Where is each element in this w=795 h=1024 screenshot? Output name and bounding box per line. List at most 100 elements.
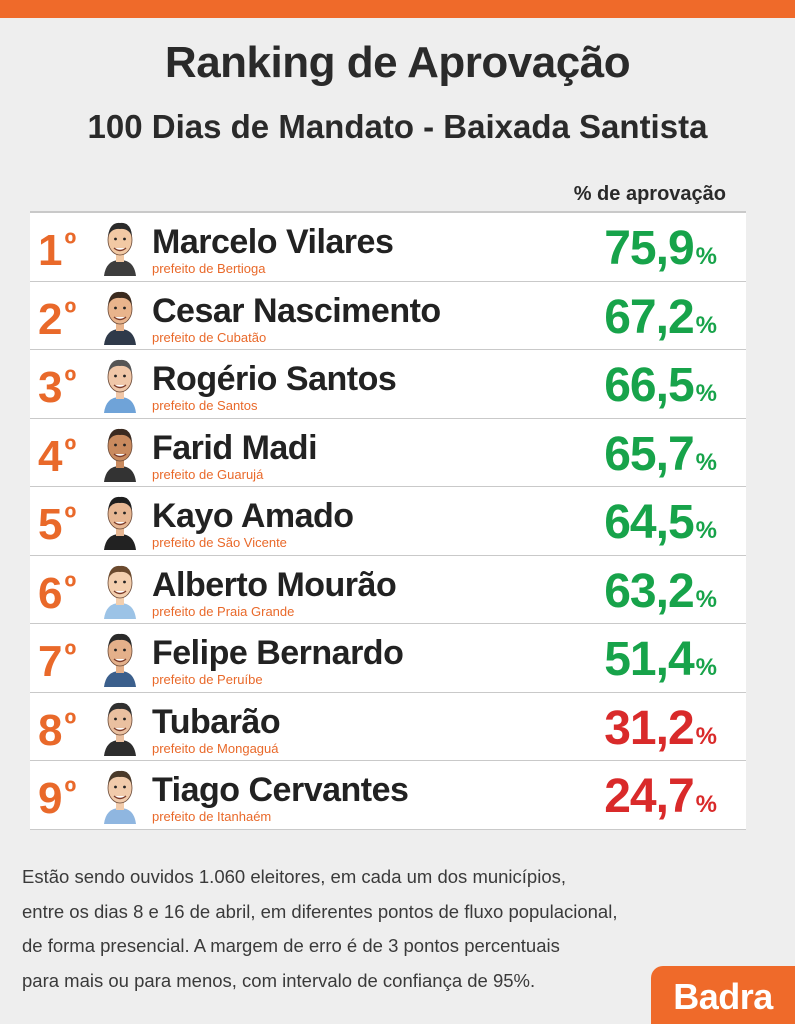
rank-position: 2º [38, 295, 98, 345]
rank-ordinal: º [64, 500, 77, 536]
rank-ordinal: º [64, 431, 77, 468]
approval-value: 51,4 [604, 633, 694, 686]
approval-percentage: 24,7% [604, 769, 717, 824]
note-line: de forma presencial. A margem de erro é … [22, 935, 560, 956]
rank-number: 1 [38, 226, 63, 275]
rank-ordinal: º [64, 568, 77, 605]
ranking-row: 6º Alberto Mourão prefeito de Praia Grande… [30, 556, 746, 624]
mayor-role: prefeito de Bertioga [152, 261, 266, 276]
rank-position: 3º [38, 363, 98, 413]
rank-ordinal: º [64, 363, 77, 399]
percent-unit: % [695, 585, 717, 613]
methodology-note: Estão sendo ouvidos 1.060 eleitores, em … [22, 860, 622, 998]
page-title: Ranking de Aprovação [164, 38, 631, 87]
mayor-caricature-avatar [104, 496, 136, 550]
rank-ordinal: º [64, 705, 77, 742]
rank-number: 4 [38, 431, 63, 481]
ranking-row: 5º Kayo Amado prefeito de São Vicente 64,5% [30, 487, 746, 556]
approval-percentage: 67,2% [604, 290, 717, 345]
mayor-role: prefeito de Mongaguá [152, 740, 279, 756]
approval-percentage: 65,7% [604, 427, 717, 482]
mayor-role: prefeito de Peruíbe [152, 672, 263, 687]
mayor-role: prefeito de Praia Grande [152, 603, 295, 619]
mayor-caricature-avatar [104, 565, 136, 619]
mayor-caricature-avatar [104, 633, 136, 687]
mayor-role: prefeito de Cubatão [152, 329, 267, 345]
percent-unit: % [695, 243, 717, 270]
rank-number: 9 [38, 774, 63, 823]
approval-percentage: 63,2% [604, 564, 717, 619]
rank-position: 4º [38, 432, 98, 482]
rank-position: 6º [38, 569, 98, 619]
approval-value: 75,9 [604, 222, 694, 275]
note-line: entre os dias 8 e 16 de abril, em difere… [22, 900, 618, 922]
note-line: Estão sendo ouvidos 1.060 eleitores, em … [22, 866, 567, 887]
rank-number: 7 [38, 637, 63, 686]
ranking-row: 8º Tubarão prefeito de Mongaguá 31,2% [30, 693, 746, 761]
mayor-name: Rogério Santos [152, 360, 397, 398]
ranking-table: 1º Marcelo Vilares prefeito de Bertioga 75,… [30, 211, 746, 830]
mayor-caricature-avatar [104, 770, 136, 824]
approval-value: 64,5 [604, 496, 694, 549]
note-line: para mais ou para menos, com intervalo d… [22, 969, 536, 991]
percent-unit: % [695, 654, 717, 681]
approval-percentage: 75,9% [604, 221, 717, 276]
mayor-caricature-avatar [104, 359, 136, 413]
approval-percentage: 64,5% [604, 495, 717, 550]
approval-value: 63,2 [604, 564, 694, 618]
mayor-role: prefeito de Santos [152, 398, 258, 413]
page-subtitle: 100 Dias de Mandato - Baixada Santista [87, 108, 708, 145]
approval-value: 66,5 [604, 359, 694, 412]
rank-ordinal: º [64, 226, 77, 262]
ranking-row: 2º Cesar Nascimento prefeito de Cubatão 67,… [30, 282, 746, 350]
mayor-name: Tubarão [152, 702, 281, 741]
rank-number: 5 [38, 500, 63, 549]
mayor-caricature-avatar [104, 222, 136, 276]
mayor-caricature-avatar [104, 291, 136, 345]
mayor-role: prefeito de Itanhaém [152, 809, 272, 824]
approval-value: 31,2 [604, 701, 694, 755]
approval-column-header: % de aprovação [573, 183, 726, 205]
mayor-name: Tiago Cervantes [152, 771, 409, 809]
percent-unit: % [695, 517, 717, 544]
approval-percentage: 51,4% [604, 632, 717, 687]
approval-value: 65,7 [604, 427, 694, 481]
mayor-name: Felipe Bernardo [152, 634, 404, 672]
mayor-role: prefeito de Guarujá [152, 466, 264, 482]
mayor-caricature-avatar [104, 702, 136, 756]
percent-unit: % [695, 448, 717, 476]
top-accent-bar [0, 0, 795, 18]
rank-ordinal: º [64, 294, 77, 331]
mayor-caricature-avatar [104, 428, 136, 482]
mayor-name: Farid Madi [152, 428, 318, 467]
badra-logo: Badra [651, 966, 795, 1024]
rank-number: 8 [38, 705, 63, 755]
approval-percentage: 31,2% [604, 701, 717, 756]
rank-ordinal: º [64, 637, 77, 673]
ranking-row: 7º Felipe Bernardo prefeito de Peruíbe 51,4… [30, 624, 746, 693]
mayor-name: Kayo Amado [152, 497, 354, 535]
ranking-row: 9º Tiago Cervantes prefeito de Itanhaém 24,… [30, 761, 746, 830]
rank-position: 9º [38, 774, 98, 824]
rank-number: 3 [38, 363, 63, 412]
ranking-row: 4º Farid Madi prefeito de Guarujá 65,7% [30, 419, 746, 487]
rank-position: 5º [38, 500, 98, 550]
mayor-name: Cesar Nascimento [152, 291, 441, 330]
mayor-name: Marcelo Vilares [152, 223, 394, 261]
percent-unit: % [695, 722, 717, 750]
mayor-name: Alberto Mourão [152, 565, 397, 604]
rank-position: 7º [38, 637, 98, 687]
rank-position: 1º [38, 226, 98, 276]
ranking-row: 1º Marcelo Vilares prefeito de Bertioga 75,… [30, 213, 746, 282]
approval-value: 24,7 [604, 770, 694, 823]
rank-ordinal: º [64, 774, 77, 810]
percent-unit: % [695, 311, 717, 339]
mayor-role: prefeito de São Vicente [152, 535, 287, 550]
rank-number: 2 [38, 294, 63, 344]
rank-position: 8º [38, 706, 98, 756]
percent-unit: % [695, 791, 717, 818]
ranking-row: 3º Rogério Santos prefeito de Santos 66,5% [30, 350, 746, 419]
approval-value: 67,2 [604, 290, 694, 344]
percent-unit: % [695, 380, 717, 407]
approval-percentage: 66,5% [604, 358, 717, 413]
